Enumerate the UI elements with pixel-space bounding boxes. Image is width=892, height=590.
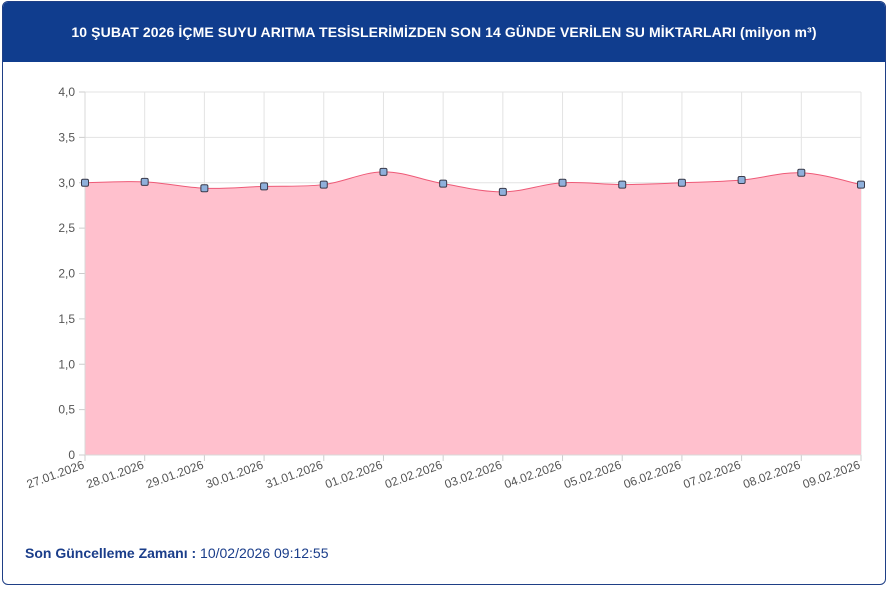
y-tick-label: 0,5	[58, 403, 75, 417]
data-point	[140, 177, 149, 186]
y-tick-label: 4,0	[58, 85, 75, 99]
marker-layer	[81, 167, 865, 196]
x-tick-label: 08.02.2026	[741, 458, 803, 492]
data-point	[677, 178, 686, 187]
y-tick-label: 2,0	[58, 267, 75, 281]
y-tick-label: 1,0	[58, 357, 75, 371]
data-point	[260, 182, 269, 191]
y-axis: 0 0,5 1,0 1,5 2,0 2,5 3,0 3,5 4,0	[58, 85, 86, 462]
data-point	[498, 187, 507, 196]
x-tick-label: 31.01.2026	[264, 458, 326, 492]
area-chart: 0 0,5 1,0 1,5 2,0 2,5 3,0 3,5 4,0 27.01.202628.0…	[25, 85, 865, 492]
series-area	[85, 171, 861, 455]
data-point	[439, 179, 448, 188]
x-tick-label: 02.02.2026	[383, 458, 445, 492]
x-tick-label: 03.02.2026	[443, 458, 505, 492]
chart-title: 10 ŞUBAT 2026 İÇME SUYU ARITMA TESİSLERİ…	[71, 24, 817, 40]
last-update-label: Son Güncelleme Zamanı :	[25, 545, 197, 561]
x-tick-label: 01.02.2026	[323, 458, 385, 492]
x-tick-label: 27.01.2026	[25, 458, 87, 492]
data-point	[200, 184, 209, 193]
y-tick-label: 0	[68, 448, 75, 462]
x-tick-label: 30.01.2026	[204, 458, 266, 492]
data-point	[737, 176, 746, 185]
data-point	[379, 167, 388, 176]
x-tick-label: 28.01.2026	[84, 458, 146, 492]
chart-header: 10 ŞUBAT 2026 İÇME SUYU ARITMA TESİSLERİ…	[3, 2, 885, 62]
x-tick-label: 09.02.2026	[801, 458, 863, 492]
last-update-value: 10/02/2026 09:12:55	[200, 545, 329, 561]
last-update: Son Güncelleme Zamanı : 10/02/2026 09:12…	[25, 545, 329, 561]
data-point	[618, 180, 627, 189]
y-tick-label: 3,5	[58, 130, 75, 144]
y-tick-label: 3,0	[58, 176, 75, 190]
data-point	[319, 180, 328, 189]
data-point	[81, 178, 89, 187]
y-tick-label: 2,5	[58, 221, 75, 235]
series-line	[84, 171, 862, 193]
x-tick-label: 05.02.2026	[562, 458, 624, 492]
x-tick-label: 07.02.2026	[681, 458, 743, 492]
x-axis: 27.01.202628.01.202629.01.202630.01.2026…	[25, 454, 863, 492]
y-tick-label: 1,5	[58, 312, 75, 326]
data-point	[797, 168, 806, 177]
x-tick-label: 29.01.2026	[144, 458, 206, 492]
x-tick-label: 06.02.2026	[622, 458, 684, 492]
data-point	[558, 178, 567, 187]
area-layer	[84, 171, 862, 455]
x-tick-label: 04.02.2026	[502, 458, 564, 492]
data-point	[857, 180, 865, 189]
